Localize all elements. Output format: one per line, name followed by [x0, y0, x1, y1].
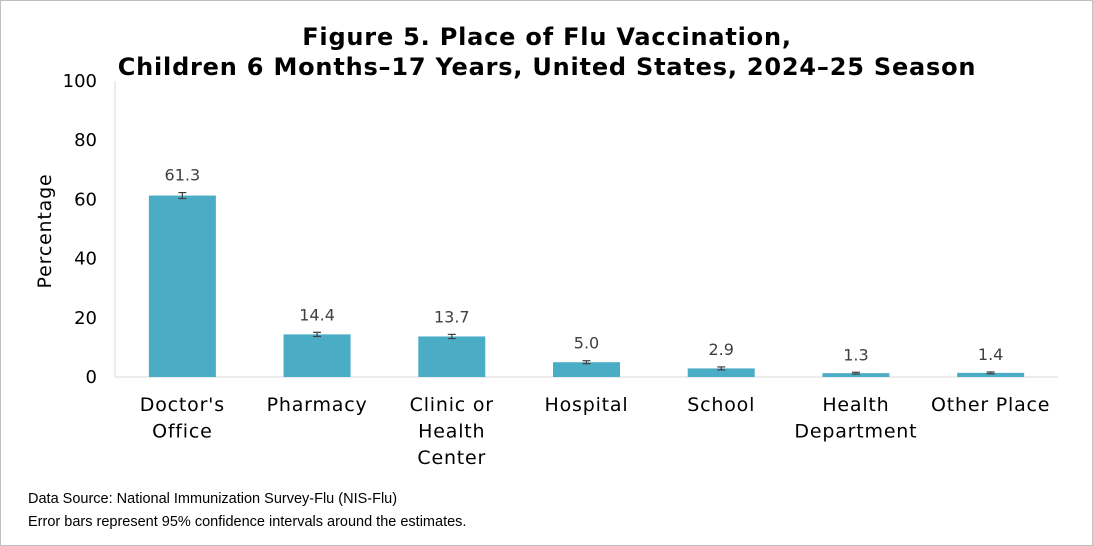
- y-tick-label: 0: [86, 367, 97, 388]
- category-label: Clinic or Health Center: [410, 394, 494, 469]
- data-label: 1.3: [843, 345, 868, 364]
- y-tick-labels: 0 20 40 60 80 100: [63, 71, 97, 388]
- y-tick-label: 80: [74, 130, 97, 151]
- category-label: School: [687, 394, 755, 416]
- y-tick-label: 100: [63, 71, 97, 92]
- y-tick-label: 60: [74, 189, 97, 210]
- bar: [822, 373, 890, 377]
- category-label-line: Health: [418, 421, 485, 443]
- data-label: 13.7: [434, 307, 470, 326]
- category-label-line: Hospital: [545, 394, 629, 416]
- category-label: Pharmacy: [267, 394, 368, 416]
- category-label-line: School: [687, 394, 755, 416]
- category-label-line: Clinic or: [410, 394, 494, 416]
- bar: [957, 372, 1025, 377]
- data-label: 14.4: [299, 305, 335, 324]
- category-label-line: Health: [822, 394, 889, 416]
- data-label: 61.3: [165, 166, 201, 185]
- error-bars-group: [178, 191, 995, 375]
- footnote-errorbars: Error bars represent 95% confidence inte…: [28, 514, 467, 530]
- footnote-source: Data Source: National Immunization Surve…: [28, 491, 398, 507]
- y-tick-label: 40: [74, 249, 97, 270]
- bar: [687, 368, 755, 377]
- chart-title: Figure 5. Place of Flu Vaccination,: [302, 23, 792, 51]
- data-labels-group: 61.3 14.4 13.7 5.0 2.9 1.3 1.4: [165, 166, 1004, 365]
- data-label: 5.0: [574, 334, 599, 353]
- category-label-line: Department: [794, 421, 917, 443]
- data-label: 2.9: [708, 340, 733, 359]
- chart-subtitle: Children 6 Months–17 Years, United State…: [118, 53, 977, 81]
- y-tick-label: 20: [74, 308, 97, 329]
- bars-group: [148, 195, 1025, 377]
- category-label: Other Place: [931, 394, 1050, 416]
- category-label-line: Office: [152, 421, 213, 443]
- category-label: Health Department: [794, 394, 917, 443]
- category-label-line: Pharmacy: [267, 394, 368, 416]
- category-label-line: Doctor's: [140, 394, 225, 416]
- y-axis-label: Percentage: [34, 174, 56, 289]
- bar: [148, 195, 216, 377]
- category-label-line: Center: [417, 447, 486, 469]
- category-label: Hospital: [545, 394, 629, 416]
- data-label: 1.4: [978, 345, 1003, 364]
- category-label: Doctor's Office: [140, 394, 225, 443]
- category-labels-group: Doctor's Office Pharmacy Clinic or Health Cen…: [140, 394, 1050, 469]
- category-label-line: Other Place: [931, 394, 1050, 416]
- bar: [283, 334, 351, 377]
- bar: [553, 362, 620, 377]
- bar: [418, 336, 486, 377]
